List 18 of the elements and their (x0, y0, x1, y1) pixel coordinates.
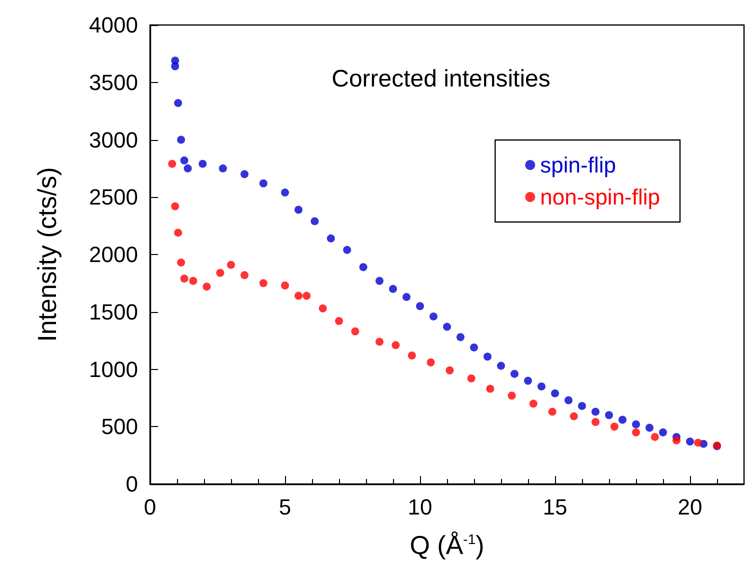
y-tick-label: 2500 (89, 184, 138, 210)
y-tick-label: 3500 (89, 70, 138, 95)
y-tick-label: 0 (126, 472, 138, 496)
x-tick-label: 10 (408, 494, 432, 520)
y-tick-label: 1000 (89, 356, 138, 382)
x-tick-label: 5 (278, 494, 292, 520)
legend-label: non-spin-flip (540, 184, 660, 210)
y-tick-label: 1500 (89, 299, 138, 324)
y-tick-label: 2000 (89, 242, 138, 267)
legend-label: spin-flip (540, 152, 616, 178)
x-tick-label: 20 (678, 494, 702, 520)
y-tick-label: 4000 (89, 12, 138, 38)
x-tick-label: 15 (542, 494, 568, 520)
y-tick-label: 3000 (89, 127, 138, 152)
y-tick-label: 500 (101, 414, 138, 440)
text: Corrected intensities (332, 66, 550, 92)
x-tick-label: 0 (144, 494, 156, 520)
y-axis-title: Intensity (cts/s) (32, 167, 62, 342)
